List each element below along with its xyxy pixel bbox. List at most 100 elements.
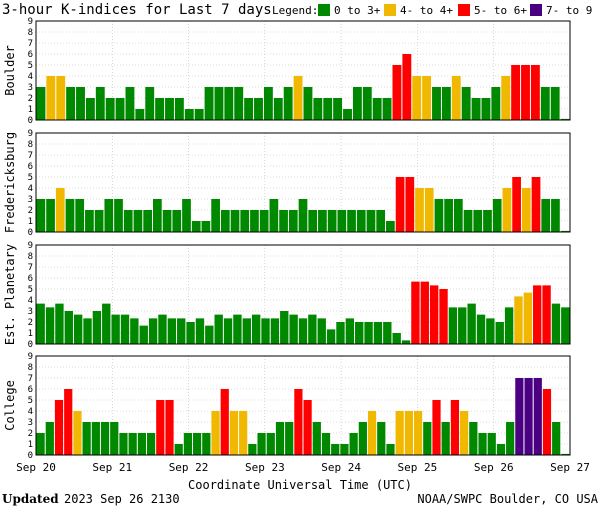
panel-frame — [35, 244, 571, 345]
k-index-bar — [541, 199, 551, 232]
k-index-bar — [451, 76, 461, 120]
k-index-bar — [303, 400, 312, 455]
k-index-bar — [224, 87, 234, 120]
k-index-bar — [158, 314, 167, 344]
y-tick-label: 0 — [28, 116, 33, 126]
k-index-bar — [261, 318, 270, 344]
k-index-bar — [191, 221, 201, 232]
k-index-bar — [496, 444, 506, 455]
k-index-bar — [395, 177, 405, 232]
k-index-bar — [55, 188, 65, 232]
x-tick-label: Sep 23 — [245, 461, 285, 474]
k-index-bar — [244, 98, 254, 120]
k-index-bar — [162, 210, 172, 232]
k-index-bar — [461, 87, 471, 120]
panel-frame — [35, 20, 571, 121]
k-index-bar — [552, 422, 561, 455]
k-index-bar — [193, 433, 202, 455]
k-index-bar — [533, 378, 542, 455]
legend-swatch-4 — [530, 4, 542, 16]
y-tick-label: 5 — [28, 173, 33, 183]
y-tick-label: 0 — [28, 340, 33, 350]
k-index-bar — [135, 109, 145, 120]
y-tick-label: 3 — [28, 83, 33, 93]
k-index-bar — [137, 433, 146, 455]
k-index-bar — [105, 98, 115, 120]
k-index-bar — [550, 87, 560, 120]
k-index-bar — [298, 199, 308, 232]
k-index-bar — [444, 199, 453, 232]
k-index-bar — [458, 307, 467, 344]
y-tick-label: 6 — [28, 50, 33, 60]
y-tick-label: 9 — [28, 129, 33, 139]
k-index-bar — [386, 221, 395, 232]
k-index-bar — [36, 87, 46, 120]
k-index-bar — [521, 188, 531, 232]
panel-title: Est. Planetary — [3, 244, 17, 345]
k-index-bar — [143, 210, 153, 232]
k-index-bar — [55, 303, 64, 344]
k-index-bar — [92, 311, 102, 344]
y-tick-label: 0 — [28, 451, 33, 461]
k-index-bar — [275, 422, 285, 455]
k-index-bar — [326, 329, 336, 344]
footer-source: NOAA/SWPC Boulder, CO USA — [417, 492, 598, 506]
legend: Legend: 0 to 3+ 4- to 4+ 5- to 6+ 7- to 9 — [272, 4, 592, 17]
chart-title: 3-hour K-indices for Last 7 days — [2, 2, 272, 18]
k-index-bar — [362, 87, 372, 120]
k-index-bar — [340, 444, 349, 455]
panel-frame — [35, 132, 571, 233]
k-index-bar — [242, 318, 251, 344]
k-index-bar — [395, 411, 404, 455]
k-index-bar — [263, 87, 273, 120]
k-index-bar — [214, 314, 223, 344]
k-index-bar — [100, 422, 110, 455]
k-index-bar — [423, 422, 432, 455]
x-axis-date-labels: Sep 20 Sep 21 Sep 22 Sep 23 Sep 24 Sep 25 Sep … — [16, 461, 590, 474]
k-index-bar — [204, 87, 214, 120]
y-tick-label: 4 — [28, 184, 33, 194]
k-index-bar — [367, 411, 377, 455]
k-index-bar — [372, 98, 382, 120]
k-index-bar — [83, 318, 92, 344]
k-index-bar — [530, 65, 540, 120]
k-index-bar — [377, 422, 386, 455]
k-index-bar — [240, 210, 250, 232]
k-index-bar — [259, 210, 269, 232]
k-index-bar — [174, 98, 184, 120]
k-index-bar — [561, 453, 570, 455]
k-index-bar — [551, 303, 561, 344]
k-index-bar — [321, 433, 331, 455]
legend-swatch-1 — [318, 4, 330, 16]
y-tick-label: 3 — [28, 307, 33, 317]
y-tick-label: 8 — [28, 252, 33, 262]
k-index-bar — [476, 314, 486, 344]
k-index-bar — [280, 311, 289, 344]
k-index-bar — [120, 314, 130, 344]
k-index-bar — [66, 87, 76, 120]
k-index-bar — [542, 389, 552, 455]
k-index-bar — [82, 422, 91, 455]
k-index-bar — [336, 322, 345, 344]
k-index-bar — [323, 98, 333, 120]
k-index-bar — [36, 303, 45, 344]
y-tick-label: 6 — [28, 274, 33, 284]
k-index-bar — [229, 411, 239, 455]
k-index-bar — [448, 307, 458, 344]
k-index-bar — [337, 210, 347, 232]
panel-frame — [35, 355, 571, 456]
k-index-bar — [54, 400, 64, 455]
k-index-bar — [165, 98, 174, 120]
k-index-bar — [146, 433, 156, 455]
x-tick-label: Sep 26 — [474, 461, 514, 474]
x-tick-label: Sep 21 — [92, 461, 132, 474]
y-tick-label: 9 — [28, 352, 33, 362]
k-index-bar — [432, 400, 441, 455]
k-index-bar — [285, 422, 294, 455]
k-index-bar — [533, 285, 542, 344]
k-index-bar — [223, 318, 233, 344]
k-index-bar — [205, 325, 214, 344]
k-index-bar — [551, 199, 560, 232]
legend-item-3: 5- to 6+ — [474, 4, 527, 17]
k-index-bar — [420, 281, 429, 344]
